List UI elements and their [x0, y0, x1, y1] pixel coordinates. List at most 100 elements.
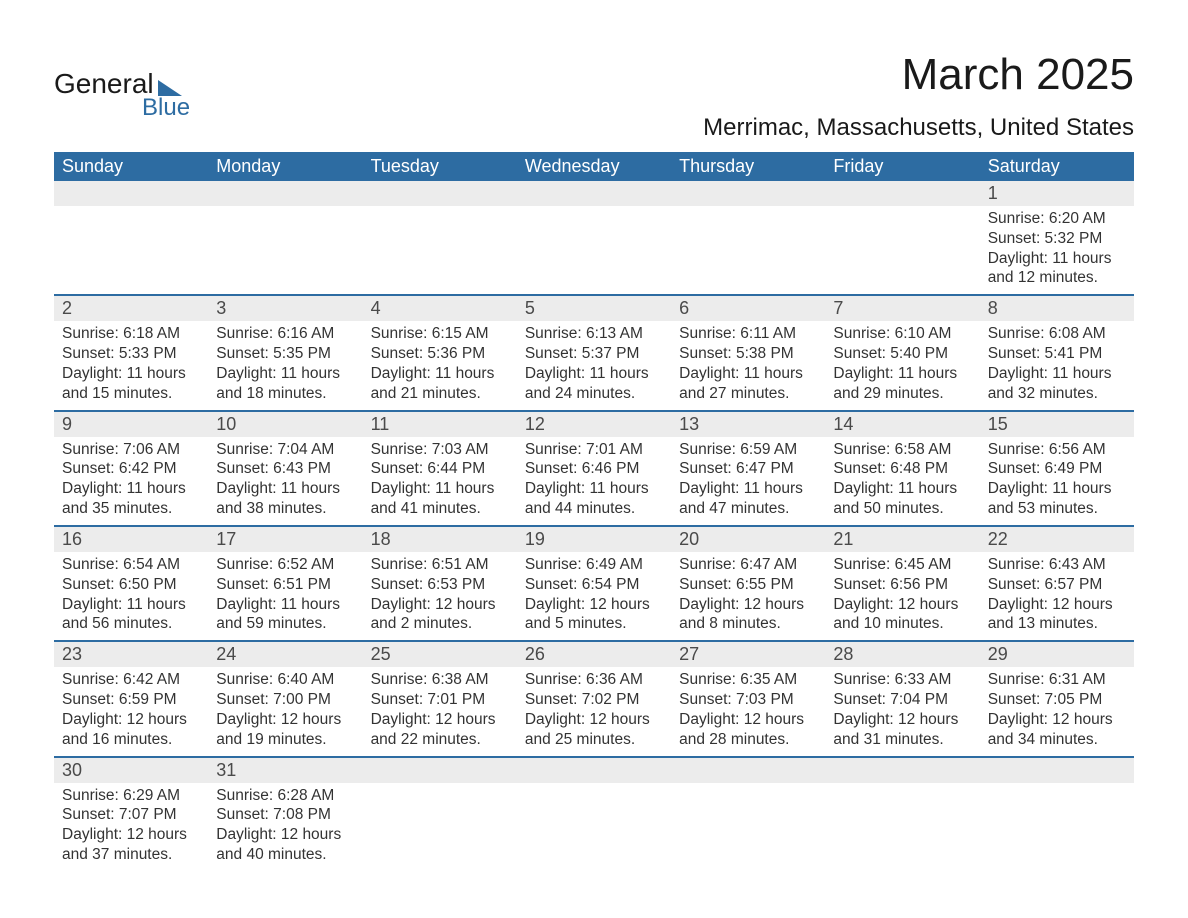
sunset-text: Sunset: 7:00 PM: [216, 690, 354, 710]
daylight-text: and 27 minutes.: [679, 384, 817, 404]
day-number: 28: [825, 641, 979, 667]
day-cell: Sunrise: 6:29 AMSunset: 7:07 PMDaylight:…: [54, 783, 208, 871]
title-block: March 2025 Merrimac, Massachusetts, Unit…: [703, 50, 1134, 142]
daylight-text: Daylight: 11 hours: [833, 479, 971, 499]
empty-cell: [363, 206, 517, 295]
sunrise-text: Sunrise: 6:13 AM: [525, 324, 663, 344]
brand-logo: General Blue: [54, 68, 190, 122]
sunset-text: Sunset: 6:48 PM: [833, 459, 971, 479]
sunset-text: Sunset: 7:08 PM: [216, 805, 354, 825]
daylight-text: and 22 minutes.: [371, 730, 509, 750]
day-number: 11: [363, 411, 517, 437]
day-number: 15: [980, 411, 1134, 437]
sunrise-text: Sunrise: 6:49 AM: [525, 555, 663, 575]
sunrise-text: Sunrise: 6:35 AM: [679, 670, 817, 690]
daylight-text: Daylight: 11 hours: [679, 479, 817, 499]
day-cell: Sunrise: 6:47 AMSunset: 6:55 PMDaylight:…: [671, 552, 825, 641]
daylight-text: Daylight: 12 hours: [988, 710, 1126, 730]
day-of-week-header-row: SundayMondayTuesdayWednesdayThursdayFrid…: [54, 152, 1134, 181]
day-number: 31: [208, 757, 362, 783]
empty-cell: [54, 206, 208, 295]
day-number: 30: [54, 757, 208, 783]
week-data-row: Sunrise: 6:20 AMSunset: 5:32 PMDaylight:…: [54, 206, 1134, 295]
daylight-text: and 29 minutes.: [833, 384, 971, 404]
sunset-text: Sunset: 5:36 PM: [371, 344, 509, 364]
daylight-text: and 21 minutes.: [371, 384, 509, 404]
daylight-text: and 32 minutes.: [988, 384, 1126, 404]
daylight-text: and 8 minutes.: [679, 614, 817, 634]
daylight-text: Daylight: 11 hours: [62, 595, 200, 615]
day-number: 21: [825, 526, 979, 552]
week-number-row: 16171819202122: [54, 526, 1134, 552]
sunrise-text: Sunrise: 6:58 AM: [833, 440, 971, 460]
day-number: 20: [671, 526, 825, 552]
logo-text-blue: Blue: [142, 94, 190, 122]
empty-cell: [671, 783, 825, 871]
day-cell: Sunrise: 6:38 AMSunset: 7:01 PMDaylight:…: [363, 667, 517, 756]
sunrise-text: Sunrise: 6:28 AM: [216, 786, 354, 806]
sunset-text: Sunset: 5:40 PM: [833, 344, 971, 364]
daylight-text: and 24 minutes.: [525, 384, 663, 404]
sunset-text: Sunset: 7:04 PM: [833, 690, 971, 710]
daylight-text: and 12 minutes.: [988, 268, 1126, 288]
daylight-text: and 50 minutes.: [833, 499, 971, 519]
sunrise-text: Sunrise: 6:08 AM: [988, 324, 1126, 344]
daylight-text: Daylight: 11 hours: [525, 364, 663, 384]
daylight-text: and 37 minutes.: [62, 845, 200, 865]
week-number-row: 3031: [54, 757, 1134, 783]
day-number: 17: [208, 526, 362, 552]
sunrise-text: Sunrise: 6:45 AM: [833, 555, 971, 575]
day-number: 7: [825, 295, 979, 321]
day-of-week-header: Thursday: [671, 152, 825, 181]
daylight-text: Daylight: 11 hours: [216, 595, 354, 615]
sunset-text: Sunset: 5:32 PM: [988, 229, 1126, 249]
day-cell: Sunrise: 7:01 AMSunset: 6:46 PMDaylight:…: [517, 437, 671, 526]
sunset-text: Sunset: 6:56 PM: [833, 575, 971, 595]
daylight-text: Daylight: 12 hours: [62, 710, 200, 730]
daylight-text: Daylight: 11 hours: [988, 364, 1126, 384]
daylight-text: Daylight: 11 hours: [62, 364, 200, 384]
day-cell: Sunrise: 6:16 AMSunset: 5:35 PMDaylight:…: [208, 321, 362, 410]
sunset-text: Sunset: 6:57 PM: [988, 575, 1126, 595]
daylight-text: and 25 minutes.: [525, 730, 663, 750]
day-number: 9: [54, 411, 208, 437]
daylight-text: Daylight: 11 hours: [525, 479, 663, 499]
sunrise-text: Sunrise: 6:59 AM: [679, 440, 817, 460]
empty-cell: [208, 206, 362, 295]
empty-cell: [825, 783, 979, 871]
day-number: 18: [363, 526, 517, 552]
day-number: 29: [980, 641, 1134, 667]
sunset-text: Sunset: 6:49 PM: [988, 459, 1126, 479]
daylight-text: and 15 minutes.: [62, 384, 200, 404]
daylight-text: Daylight: 12 hours: [679, 595, 817, 615]
daylight-text: Daylight: 11 hours: [216, 364, 354, 384]
day-of-week-header: Saturday: [980, 152, 1134, 181]
sunset-text: Sunset: 6:46 PM: [525, 459, 663, 479]
day-cell: Sunrise: 6:35 AMSunset: 7:03 PMDaylight:…: [671, 667, 825, 756]
daylight-text: Daylight: 12 hours: [833, 595, 971, 615]
day-cell: Sunrise: 6:42 AMSunset: 6:59 PMDaylight:…: [54, 667, 208, 756]
day-cell: Sunrise: 6:31 AMSunset: 7:05 PMDaylight:…: [980, 667, 1134, 756]
sunrise-text: Sunrise: 6:10 AM: [833, 324, 971, 344]
week-data-row: Sunrise: 6:42 AMSunset: 6:59 PMDaylight:…: [54, 667, 1134, 756]
daylight-text: and 19 minutes.: [216, 730, 354, 750]
day-cell: Sunrise: 6:54 AMSunset: 6:50 PMDaylight:…: [54, 552, 208, 641]
daylight-text: Daylight: 11 hours: [988, 479, 1126, 499]
day-cell: Sunrise: 7:06 AMSunset: 6:42 PMDaylight:…: [54, 437, 208, 526]
day-cell: Sunrise: 6:20 AMSunset: 5:32 PMDaylight:…: [980, 206, 1134, 295]
calendar-table: SundayMondayTuesdayWednesdayThursdayFrid…: [54, 152, 1134, 871]
day-number: 25: [363, 641, 517, 667]
day-cell: Sunrise: 6:45 AMSunset: 6:56 PMDaylight:…: [825, 552, 979, 641]
day-number: [825, 181, 979, 206]
header: General Blue March 2025 Merrimac, Massac…: [54, 50, 1134, 142]
empty-cell: [363, 783, 517, 871]
daylight-text: Daylight: 12 hours: [525, 595, 663, 615]
day-number: [671, 181, 825, 206]
sunrise-text: Sunrise: 6:15 AM: [371, 324, 509, 344]
empty-cell: [671, 206, 825, 295]
sunset-text: Sunset: 7:02 PM: [525, 690, 663, 710]
daylight-text: and 47 minutes.: [679, 499, 817, 519]
sunset-text: Sunset: 5:41 PM: [988, 344, 1126, 364]
day-cell: Sunrise: 6:18 AMSunset: 5:33 PMDaylight:…: [54, 321, 208, 410]
week-number-row: 1: [54, 181, 1134, 206]
